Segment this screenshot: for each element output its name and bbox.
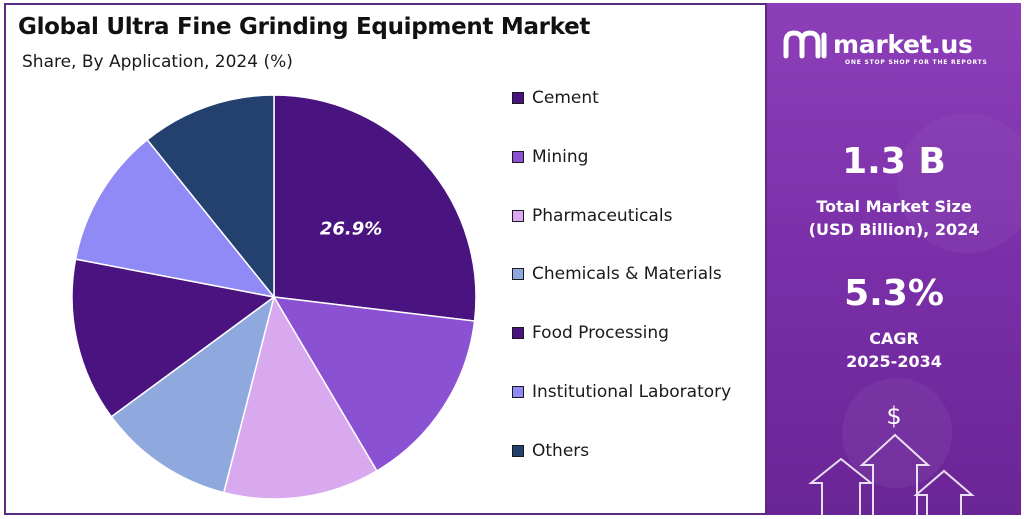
legend-swatch <box>512 150 524 163</box>
pie-chart: 26.9% <box>71 94 477 500</box>
market-size-value: 1.3 B <box>842 141 946 182</box>
legend-label: Food Processing <box>532 323 669 344</box>
pie-slice-mining <box>272 296 476 472</box>
legend-item: Chemicals & Materials <box>512 264 722 284</box>
legend-swatch <box>512 386 524 398</box>
legend-label: Cement <box>532 88 599 108</box>
cagr-value: 5.3% <box>844 273 944 314</box>
legend-item: Institutional Laboratory <box>512 382 731 402</box>
legend-swatch <box>512 444 524 457</box>
legend-swatch <box>512 268 524 281</box>
brand-name: market.us <box>833 29 973 59</box>
legend-swatch <box>512 209 524 222</box>
pie-slice-food-processing <box>71 258 276 418</box>
pie-slice-cement <box>273 94 477 322</box>
pie-slice-institutional-laboratory <box>74 138 276 299</box>
pie-slice-pharmaceuticals <box>222 295 378 500</box>
pie-data-label: 26.9% <box>320 219 382 240</box>
cagr-period: 2025-2034 <box>846 352 942 371</box>
cagr-label: CAGR <box>869 329 919 348</box>
legend-item: Mining <box>512 147 588 167</box>
chart-subtitle: Share, By Application, 2024 (%) <box>22 52 293 72</box>
market-size-label-line1: Total Market Size <box>816 197 972 216</box>
legend-label: Pharmaceuticals <box>532 205 673 226</box>
pie-slice-others <box>146 94 275 300</box>
legend-item: Food Processing <box>512 323 669 343</box>
legend-item: Cement <box>512 88 599 108</box>
dollar-icon: $ <box>886 402 902 430</box>
brand-logo: market.us <box>783 29 973 59</box>
pie-slice-chemicals-materials <box>110 295 276 494</box>
legend-item: Pharmaceuticals <box>512 206 672 226</box>
legend-label: Institutional Laboratory <box>532 382 732 402</box>
legend-label: Mining <box>532 146 589 167</box>
legend-label: Chemicals & Materials <box>532 264 722 285</box>
legend-item: Others <box>512 441 589 461</box>
legend-swatch <box>512 327 524 340</box>
market-size-label-line2: (USD Billion), 2024 <box>808 220 980 239</box>
market-us-logo-icon <box>783 30 827 59</box>
summary-panel: market.us ONE STOP SHOP FOR THE REPORTS … <box>767 3 1021 515</box>
legend-swatch <box>512 92 524 104</box>
legend-label: Others <box>532 440 590 461</box>
rising-arrows-graphic <box>808 113 1021 515</box>
chart-title: Global Ultra Fine Grinding Equipment Mar… <box>18 14 591 40</box>
brand-tagline: ONE STOP SHOP FOR THE REPORTS <box>845 59 988 66</box>
